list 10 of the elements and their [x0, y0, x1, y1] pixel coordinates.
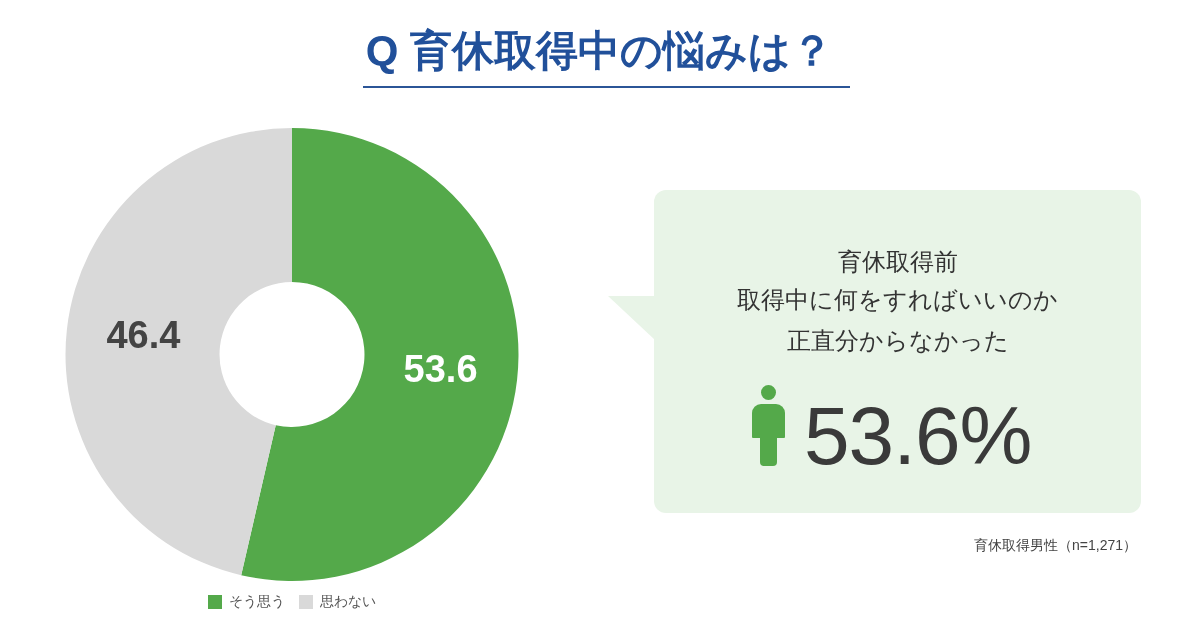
text: 育休取得前 [836, 247, 959, 277]
data-label: 46.4 [106, 314, 181, 357]
legend-label: そう思う [229, 592, 285, 609]
chart-title: Q 育休取得中の悩みは？ [364, 26, 835, 76]
legend-label: 思わない [319, 592, 376, 609]
text: 取得中に何をすればいいのか [736, 285, 1059, 315]
text: 育休取得男性（n=1,271） [974, 536, 1137, 555]
text: 正直分からなかった [785, 326, 1010, 356]
text: 53.6% [804, 390, 1032, 481]
data-label: 53.6 [403, 347, 478, 390]
